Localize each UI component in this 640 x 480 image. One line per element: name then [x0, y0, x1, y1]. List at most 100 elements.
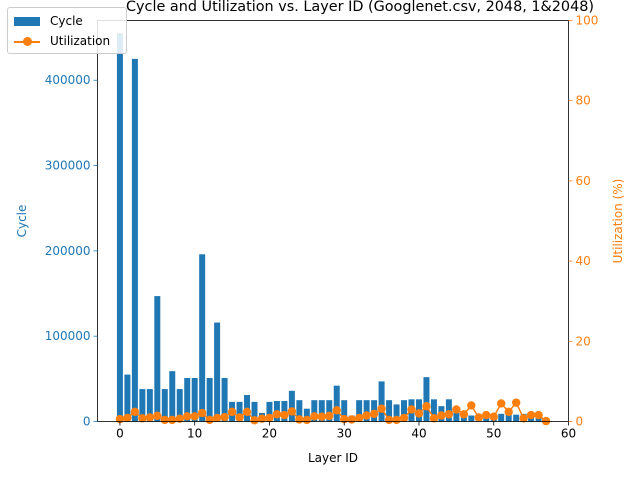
utilization-point-layer-34	[369, 409, 379, 419]
utilization-point-layer-25	[302, 415, 312, 425]
utilization-point-layer-13	[212, 413, 222, 423]
utilization-point-layer-5	[153, 411, 162, 421]
bar-cycle-layer-36	[386, 400, 393, 422]
utilization-point-layer-11	[197, 408, 207, 418]
utilization-point-layer-39	[407, 405, 416, 414]
utilization-point-layer-10	[190, 412, 199, 421]
bar-cycle-layer-1	[124, 374, 131, 422]
utilization-point-layer-35	[377, 404, 386, 413]
left-axis-ticks: 0 100000 200000 300000 400000	[45, 73, 98, 429]
bar-cycle-layer-23	[288, 390, 295, 422]
utilization-point-layer-6	[160, 415, 169, 425]
utilization-point-layer-51	[497, 399, 506, 408]
left-tick-label-200000: 200000	[45, 244, 91, 258]
bar-cycle-layer-11	[199, 254, 206, 422]
bar-cycle-layer-25	[303, 408, 310, 422]
right-tick-label-60: 60	[576, 174, 591, 188]
utilization-point-layer-8	[175, 414, 184, 423]
bar-cycle-layer-8	[176, 389, 183, 422]
utilization-point-layer-45	[452, 405, 461, 414]
utilization-point-layer-26	[310, 412, 319, 421]
utilization-point-layer-47	[467, 401, 476, 410]
bar-cycle-layer-51	[498, 413, 505, 422]
x-tick-label-60: 60	[561, 427, 576, 441]
plot-frame	[97, 20, 569, 422]
legend-swatch-cycle	[14, 16, 40, 26]
left-tick-label-300000: 300000	[45, 159, 91, 173]
utilization-point-layer-31	[347, 415, 356, 424]
utilization-point-layer-43	[437, 411, 446, 420]
bar-cycle-layer-28	[326, 400, 333, 422]
bar-cycle-layer-27	[318, 400, 325, 422]
bar-cycle-layer-26	[311, 400, 318, 422]
utilization-point-layer-38	[399, 413, 409, 423]
x-tick-label-40: 40	[411, 427, 426, 441]
utilization-point-layer-48	[474, 413, 483, 422]
utilization-point-layer-2	[130, 407, 140, 417]
x-axis-ticks: 0 10 20 30 40 50 60	[116, 421, 576, 441]
utilization-point-layer-16	[235, 413, 244, 422]
utilization-point-layer-27	[317, 412, 326, 421]
utilization-point-layer-12	[205, 415, 214, 425]
bar-cycle-layer-53	[513, 414, 520, 422]
bar-cycle-layer-41	[423, 377, 430, 422]
utilization-point-layer-36	[384, 415, 394, 425]
utilization-point-layer-21	[272, 410, 282, 419]
x-tick-label-20: 20	[262, 427, 277, 441]
bar-cycle-layer-18	[251, 401, 258, 422]
utilization-point-layer-29	[332, 406, 341, 415]
bar-cycle-layer-38	[401, 400, 408, 422]
utilization-point-layer-42	[429, 414, 439, 423]
right-axis-label: Utilization (%)	[611, 179, 625, 264]
bar-cycle-layer-0	[116, 33, 123, 422]
bar-cycle-layer-14	[221, 377, 228, 422]
bar-cycle-layer-10	[191, 377, 198, 422]
bar-cycle-layer-30	[341, 400, 348, 422]
utilization-point-layer-15	[227, 407, 237, 417]
bar-cycle-layer-52	[505, 413, 512, 422]
bar-cycle-layer-9	[184, 377, 191, 422]
bar-cycle-layer-37	[393, 404, 400, 422]
utilization-point-layer-22	[280, 410, 289, 420]
bar-cycle-layer-6	[161, 389, 168, 422]
utilization-point-layer-44	[444, 410, 454, 419]
utilization-point-layer-4	[145, 413, 155, 422]
bar-cycle-layer-7	[169, 371, 176, 422]
legend-swatch-utilization	[14, 36, 40, 46]
left-tick-label-400000: 400000	[45, 73, 91, 87]
right-axis-ticks: 0 20 40 60 80 100	[568, 14, 599, 429]
utilization-point-layer-23	[287, 407, 297, 416]
line-series-utilization	[115, 398, 551, 426]
bar-cycle-layer-20	[266, 401, 273, 422]
utilization-point-layer-1	[123, 413, 132, 423]
x-axis-label: Layer ID	[308, 451, 358, 465]
right-tick-label-100: 100	[576, 14, 599, 28]
utilization-point-layer-40	[414, 409, 424, 418]
utilization-point-layer-24	[295, 415, 304, 424]
utilization-point-layer-53	[511, 398, 521, 407]
bar-cycle-layer-32	[356, 400, 363, 422]
bar-cycle-layer-42	[430, 399, 437, 422]
utilization-point-layer-54	[519, 414, 528, 423]
utilization-point-layer-20	[265, 413, 274, 423]
chart-title: Cycle and Utilization vs. Layer ID (Goog…	[126, 0, 594, 15]
utilization-point-layer-56	[534, 410, 543, 420]
bar-cycle-layer-12	[206, 377, 213, 422]
x-tick-label-30: 30	[337, 427, 352, 441]
bar-cycle-layer-5	[154, 296, 161, 422]
legend-label-cycle: Cycle	[50, 14, 83, 28]
x-tick-label-10: 10	[187, 427, 202, 441]
legend: Cycle Utilization	[7, 7, 127, 54]
utilization-point-layer-46	[459, 410, 469, 419]
bar-cycle-layer-16	[236, 401, 243, 422]
right-tick-label-20: 20	[576, 334, 591, 348]
legend-label-utilization: Utilization	[50, 34, 111, 48]
bar-cycle-layer-2	[131, 58, 138, 422]
utilization-point-layer-33	[362, 411, 371, 420]
utilization-point-layer-52	[504, 407, 513, 417]
right-tick-label-80: 80	[576, 94, 591, 108]
legend-item-utilization: Utilization	[14, 32, 110, 50]
utilization-point-layer-37	[392, 415, 401, 425]
right-tick-label-0: 0	[576, 415, 584, 429]
